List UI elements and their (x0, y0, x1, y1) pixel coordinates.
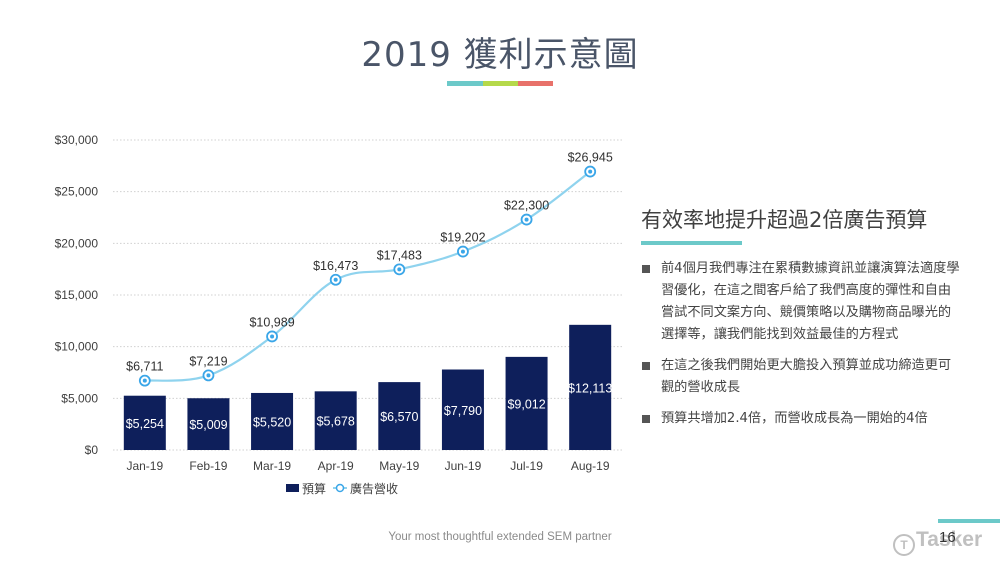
title-accent-green (483, 81, 518, 86)
y-axis-ticks: $0 $5,000 $10,000 $15,000 $20,000 $25,000 $30,… (55, 133, 99, 457)
bar-budget (569, 324, 612, 450)
revenue-marker-dot (460, 249, 465, 254)
bar-data-label: $5,009 (189, 418, 227, 432)
side-panel-bullets: 前4個月我們專注在累積數據資訊並讓演算法適度學習優化，在這之間客戶給了我們高度的… (641, 258, 961, 439)
revenue-data-label: $7,219 (189, 354, 227, 368)
revenue-marker-dot (206, 373, 211, 378)
bar-data-label: $5,678 (317, 415, 355, 429)
bar-budget (123, 395, 166, 450)
bullet-square-icon (642, 265, 650, 273)
x-tick-label: Jan-19 (126, 459, 163, 473)
bar-budget (505, 356, 548, 450)
y-tick-label: $0 (85, 443, 99, 457)
bullet-text: 前4個月我們專注在累積數據資訊並讓演算法適度學習優化，在這之間客戶給了我們高度的… (661, 261, 960, 342)
y-tick-label: $15,000 (55, 288, 99, 302)
legend: 預算 廣告營收 (286, 481, 398, 496)
revenue-marker-dot (588, 169, 593, 174)
bar-data-label: $12,113 (568, 381, 612, 395)
budget-bars: $5,254 $5,009 $5,520 $5,678 $6,570 $7,790 $9,0… (123, 324, 612, 450)
revenue-marker-dot (142, 378, 147, 383)
y-tick-label: $10,000 (55, 340, 99, 354)
revenue-data-label: $17,483 (377, 248, 422, 262)
bar-data-label: $5,520 (253, 415, 291, 429)
y-tick-label: $30,000 (55, 133, 99, 147)
y-tick-label: $20,000 (55, 236, 99, 250)
revenue-line-path (144, 170, 591, 382)
bar-budget (251, 392, 294, 450)
bar-budget (441, 369, 484, 450)
footer-tagline: Your most thoughtful extended SEM partne… (388, 531, 612, 543)
revenue-data-label: $16,473 (313, 259, 358, 273)
x-tick-label: Apr-19 (318, 459, 354, 473)
revenue-marker-dot (524, 217, 529, 222)
legend-label-budget: 預算 (302, 481, 326, 496)
revenue-marker-dot (270, 334, 275, 339)
revenue-data-label: $19,202 (440, 231, 485, 245)
title-accent-red (518, 81, 553, 86)
side-panel-rule (641, 241, 742, 245)
bar-data-label: $9,012 (507, 397, 545, 411)
tasker-logo: T Tasker (893, 528, 982, 556)
logo-badge-icon: T (893, 534, 915, 556)
revenue-data-label: $10,989 (249, 315, 294, 329)
x-tick-label: Mar-19 (253, 459, 291, 473)
legend-label-revenue: 廣告營收 (350, 482, 398, 496)
bullet-square-icon (642, 362, 650, 370)
y-tick-label: $25,000 (55, 185, 99, 199)
x-tick-label: Jul-19 (510, 459, 543, 473)
bar-data-label: $7,790 (444, 404, 482, 418)
page-number: 16 (939, 529, 956, 546)
title-accent-teal (447, 81, 483, 86)
revenue-line: $6,711 $7,219 $10,989 $16,473 $17,483 $19,202… (126, 151, 613, 387)
corner-accent-bar (938, 519, 1000, 523)
y-tick-label: $5,000 (61, 391, 98, 405)
revenue-marker-dot (333, 277, 338, 282)
bar-data-label: $6,570 (380, 410, 418, 424)
bar-budget (378, 382, 421, 450)
bar-budget (314, 391, 357, 450)
legend-swatch-budget (286, 484, 299, 492)
revenue-data-label: $26,945 (568, 151, 613, 165)
x-tick-label: Feb-19 (189, 459, 227, 473)
bullet-text: 預算共增加2.4倍，而營收成長為一開始的4倍 (661, 411, 928, 426)
x-tick-label: Aug-19 (571, 459, 610, 473)
x-axis-ticks: Jan-19 Feb-19 Mar-19 Apr-19 May-19 Jun-19 Jul-… (126, 459, 609, 473)
bar-data-label: $5,254 (126, 417, 164, 431)
revenue-data-label: $6,711 (126, 360, 163, 374)
logo-text: Tasker (916, 528, 983, 551)
slide-title: 2019 獲利示意圖 (361, 35, 639, 75)
legend-swatch-revenue-marker (335, 483, 345, 493)
x-tick-label: Jun-19 (445, 459, 482, 473)
x-tick-label: May-19 (379, 459, 419, 473)
bullet-item: 在這之後我們開始更大膽投入預算並成功締造更可觀的營收成長 (641, 355, 961, 399)
bar-budget (187, 398, 230, 450)
bullet-text: 在這之後我們開始更大膽投入預算並成功締造更可觀的營收成長 (661, 358, 952, 395)
bullet-square-icon (642, 415, 650, 423)
bullet-item: 前4個月我們專注在累積數據資訊並讓演算法適度學習優化，在這之間客戶給了我們高度的… (641, 258, 961, 346)
side-panel-heading: 有效率地提升超過2倍廣告預算 (641, 208, 928, 232)
bullet-item: 預算共增加2.4倍，而營收成長為一開始的4倍 (641, 408, 961, 430)
revenue-data-label: $22,300 (504, 199, 549, 213)
revenue-marker-dot (397, 267, 402, 272)
